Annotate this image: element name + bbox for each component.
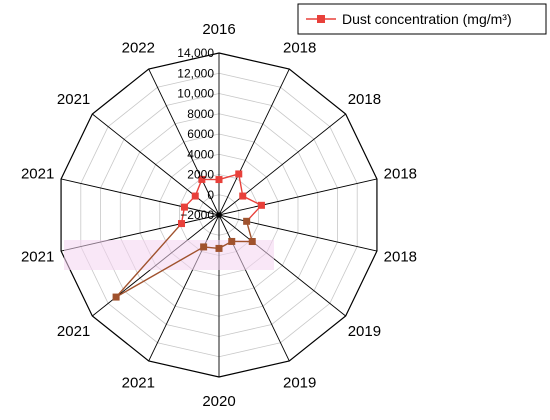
radial-tick-labels: −2000 0 2000 4000 6000 8000 10,000 12,000 14,000 xyxy=(177,46,214,222)
category-label: 2021 xyxy=(57,323,90,340)
category-label: 2016 xyxy=(202,21,235,38)
data-point xyxy=(257,201,265,209)
series-segment xyxy=(115,223,183,298)
data-point xyxy=(239,192,247,200)
center-point xyxy=(216,212,222,218)
data-point xyxy=(191,192,199,200)
data-point xyxy=(228,237,236,245)
data-point xyxy=(198,175,206,183)
radial-tick-label: 2000 xyxy=(187,168,214,182)
radial-tick-label: 8000 xyxy=(187,107,214,121)
category-label: 2019 xyxy=(348,323,381,340)
data-point xyxy=(215,176,223,184)
data-point xyxy=(200,243,208,251)
legend-marker xyxy=(317,15,325,23)
data-point xyxy=(248,238,256,246)
spoke xyxy=(218,178,378,216)
data-point xyxy=(112,293,120,301)
data-point xyxy=(215,244,223,252)
category-label: 2021 xyxy=(57,91,90,108)
legend-label: Dust concentration (mg/m³) xyxy=(342,11,512,27)
spoke xyxy=(148,68,220,216)
data-point xyxy=(177,220,185,228)
data-point xyxy=(235,170,243,178)
spoke xyxy=(60,178,220,216)
category-label: 2021 xyxy=(21,248,54,265)
spoke xyxy=(148,214,220,362)
highlight-layer xyxy=(64,240,274,270)
category-label: 2018 xyxy=(384,166,417,183)
category-labels: 2016 2018 2018 2018 2018 2019 2019 2020 2021 2021… xyxy=(21,21,417,410)
radial-tick-label: 14,000 xyxy=(177,46,214,60)
radial-tick-label: 12,000 xyxy=(177,66,214,80)
category-label: 2022 xyxy=(122,39,155,56)
data-point xyxy=(243,217,251,225)
category-label: 2021 xyxy=(122,375,155,392)
radial-tick-label: 0 xyxy=(207,188,214,202)
category-label: 2018 xyxy=(384,248,417,265)
category-label: 2018 xyxy=(283,39,316,56)
category-label: 2020 xyxy=(202,393,235,410)
spoke xyxy=(218,113,346,216)
radial-tick-label: 6000 xyxy=(187,127,214,141)
radial-tick-label: 4000 xyxy=(187,147,214,161)
series-segment xyxy=(115,246,204,298)
radial-tick-label: −2000 xyxy=(180,208,214,222)
spoke xyxy=(218,68,290,216)
category-label: 2019 xyxy=(283,375,316,392)
data-point xyxy=(180,203,188,211)
spoke xyxy=(218,214,346,317)
category-label: 2018 xyxy=(348,91,381,108)
legend: Dust concentration (mg/m³) xyxy=(297,3,547,35)
legend-box xyxy=(297,3,547,35)
series-segment xyxy=(238,173,244,197)
spoke xyxy=(218,214,290,362)
series-layer xyxy=(112,170,265,301)
category-label: 2021 xyxy=(21,166,54,183)
radial-tick-label: 10,000 xyxy=(177,87,214,101)
highlight-band xyxy=(64,240,274,270)
